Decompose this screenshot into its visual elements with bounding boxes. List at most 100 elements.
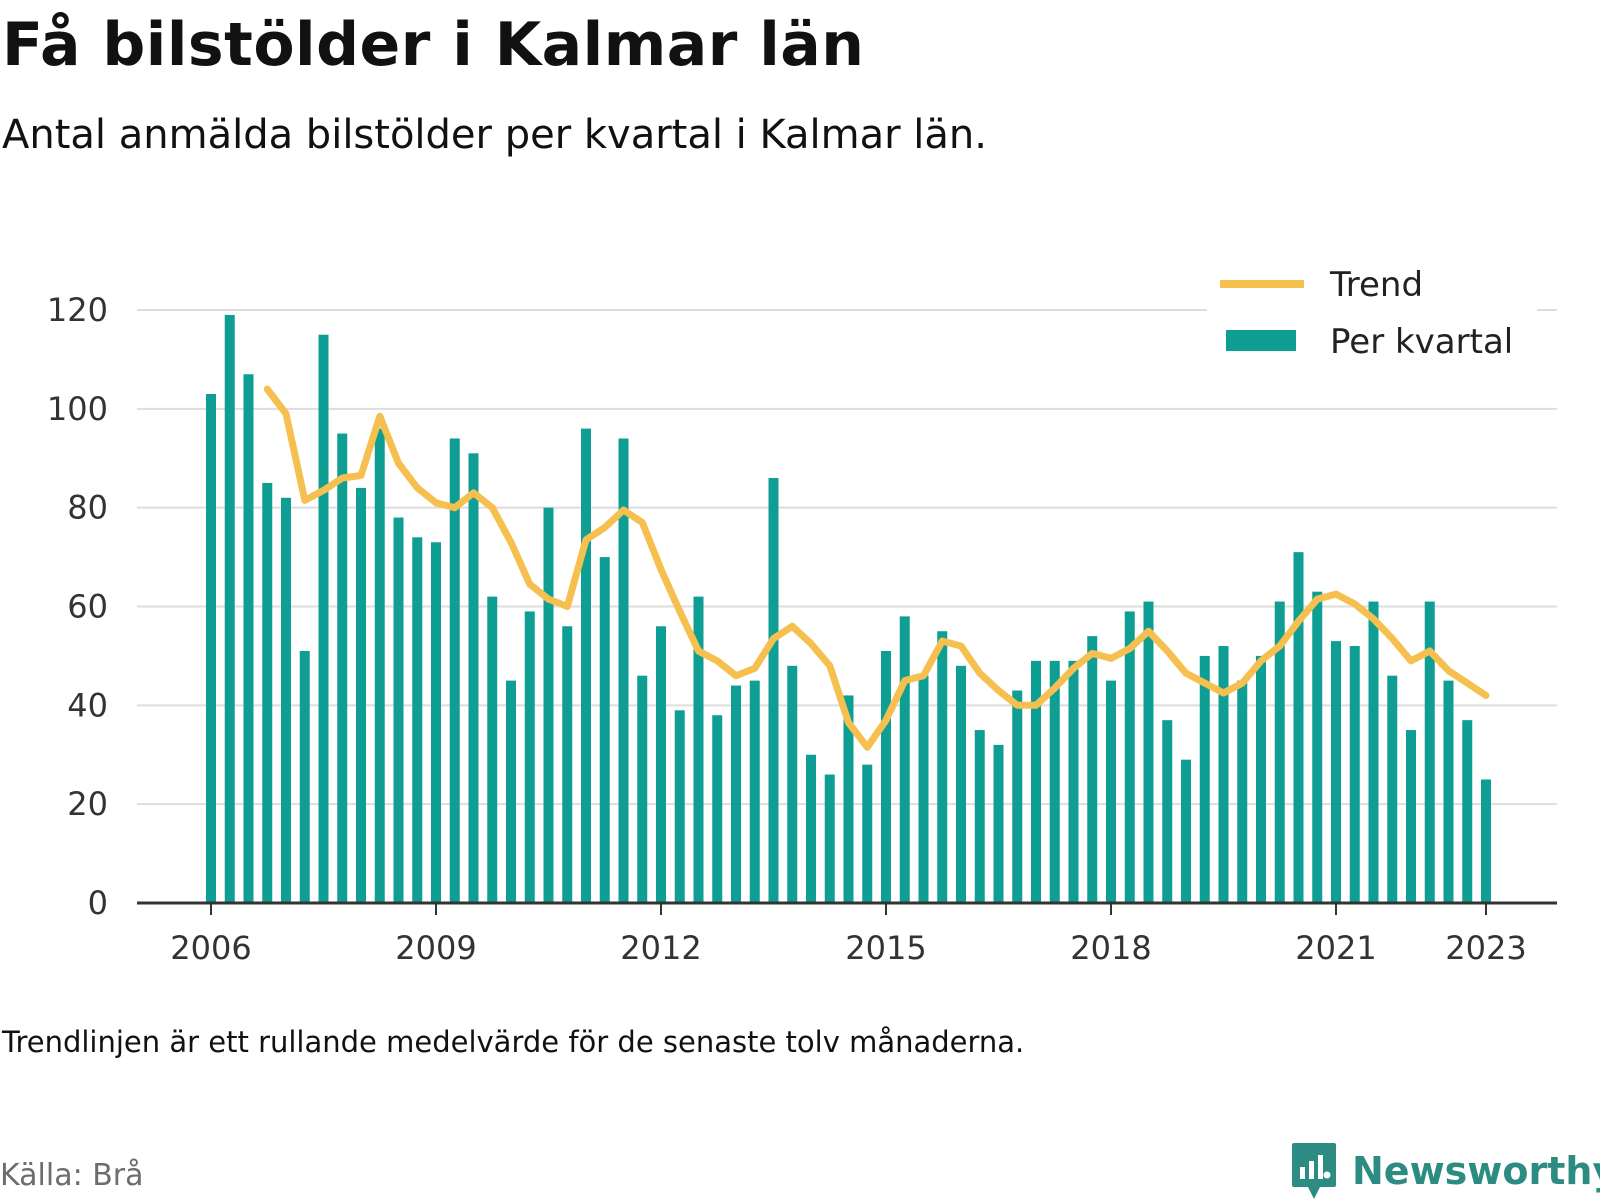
bar-2016-Q3 — [993, 744, 1004, 903]
bar-2014-Q2 — [824, 774, 835, 903]
bar-2017-Q4 — [1087, 636, 1098, 903]
bar-2011-Q3 — [618, 438, 629, 903]
bar-2021-Q4 — [1387, 675, 1398, 903]
bar-2022-Q3 — [1443, 680, 1454, 903]
bar-2016-Q2 — [974, 730, 985, 903]
bar-2018-Q1 — [1106, 680, 1116, 903]
bar-2020-Q4 — [1312, 591, 1323, 903]
trend-series — [263, 385, 1490, 751]
bar-2021-Q2 — [1349, 646, 1360, 903]
newsworthy-logo-icon — [1292, 1143, 1336, 1199]
bar-2015-Q4 — [937, 631, 948, 903]
bar-2006-Q3 — [243, 374, 254, 903]
bar-2019-Q1 — [1181, 759, 1191, 903]
bar-2020-Q1 — [1256, 655, 1266, 903]
bar-2013-Q2 — [749, 680, 760, 903]
bar-2016-Q4 — [1012, 690, 1023, 903]
bar-2006-Q2 — [224, 314, 235, 904]
bar-2012-Q4 — [712, 715, 723, 903]
y-tick-label-40: 40 — [67, 686, 108, 724]
legend-trend-label: Trend — [1329, 265, 1423, 305]
y-tick-label-80: 80 — [67, 489, 108, 527]
x-axis: 2006 2009 2012 2015 2018 2021 2023 — [137, 901, 1557, 967]
legend-bar-swatch — [1226, 330, 1296, 351]
bar-2019-Q2 — [1199, 655, 1210, 903]
trend-line — [263, 385, 1490, 751]
bar-2021-Q3 — [1368, 601, 1379, 903]
bar-2008-Q1 — [356, 487, 366, 903]
bar-2015-Q2 — [899, 616, 910, 903]
y-tick-label-20: 20 — [67, 785, 108, 823]
bar-2011-Q4 — [637, 675, 648, 903]
bar-2014-Q1 — [806, 754, 816, 903]
bar-2014-Q4 — [862, 764, 873, 903]
bar-2017-Q1 — [1031, 660, 1041, 903]
bar-2014-Q3 — [843, 695, 854, 903]
bar-2009-Q2 — [449, 438, 460, 903]
bar-2022-Q2 — [1424, 601, 1435, 903]
bar-2021-Q1 — [1331, 641, 1341, 903]
bar-2016-Q1 — [956, 665, 966, 903]
bar-2017-Q3 — [1068, 660, 1079, 903]
bar-2020-Q2 — [1274, 601, 1285, 903]
legend-bar-label: Per kvartal — [1330, 322, 1513, 362]
newsworthy-logo-text: Newsworthy — [1352, 1149, 1600, 1193]
y-tick-label-120: 120 — [47, 291, 108, 329]
bar-2022-Q1 — [1406, 730, 1416, 903]
bar-2018-Q4 — [1162, 720, 1173, 903]
chart-subtitle: Antal anmälda bilstölder per kvartal i K… — [2, 112, 987, 158]
bar-2018-Q2 — [1124, 611, 1135, 903]
x-tick-label-2021: 2021 — [1295, 929, 1376, 967]
x-tick-label-2009: 2009 — [395, 929, 476, 967]
bar-2007-Q3 — [318, 334, 329, 903]
y-tick-label-60: 60 — [67, 588, 108, 626]
x-tick-label-2023: 2023 — [1445, 929, 1526, 967]
bar-2011-Q2 — [599, 557, 610, 903]
bar-2020-Q3 — [1293, 552, 1304, 903]
bar-2015-Q1 — [881, 650, 891, 903]
bar-2015-Q3 — [918, 675, 929, 903]
bar-2013-Q1 — [731, 685, 741, 903]
bar-2012-Q2 — [674, 710, 685, 903]
legend: Trend Per kvartal — [1207, 262, 1537, 364]
bar-2012-Q1 — [656, 626, 666, 903]
bar-2007-Q2 — [299, 650, 310, 903]
chart-title: Få bilstölder i Kalmar län — [2, 10, 865, 80]
bar-2019-Q3 — [1218, 646, 1229, 903]
bar-2012-Q3 — [693, 596, 704, 903]
bar-2009-Q1 — [431, 542, 441, 903]
bar-2023-Q1 — [1481, 779, 1491, 903]
bar-2008-Q3 — [393, 517, 404, 903]
bar-2009-Q3 — [468, 453, 479, 903]
bar-2010-Q2 — [524, 611, 535, 903]
bar-2011-Q1 — [581, 428, 591, 903]
newsworthy-logo: Newsworthy — [1290, 1141, 1600, 1201]
footnote: Trendlinjen är ett rullande medelvärde f… — [2, 1025, 1025, 1059]
source-label: Källa: Brå — [0, 1158, 144, 1193]
x-tick-label-2006: 2006 — [170, 929, 251, 967]
y-tick-label-100: 100 — [47, 390, 108, 428]
bar-2006-Q4 — [262, 482, 273, 903]
bar-2006-Q1 — [206, 394, 216, 903]
bar-2010-Q4 — [562, 626, 573, 903]
bar-2010-Q3 — [543, 507, 554, 903]
bar-2018-Q3 — [1143, 601, 1154, 903]
y-tick-label-0: 0 — [88, 884, 108, 922]
bar-2007-Q1 — [281, 497, 291, 903]
bar-2010-Q1 — [506, 680, 516, 903]
bar-2007-Q4 — [337, 433, 348, 903]
bar-2019-Q4 — [1237, 680, 1248, 903]
x-tick-label-2018: 2018 — [1070, 929, 1151, 967]
bar-2009-Q4 — [487, 596, 498, 903]
bar-2008-Q4 — [412, 537, 423, 903]
bar-2013-Q4 — [787, 665, 798, 903]
x-tick-label-2012: 2012 — [620, 929, 701, 967]
bars-per-kvartal — [206, 314, 1491, 904]
bar-2022-Q4 — [1462, 720, 1473, 903]
bar-2008-Q2 — [374, 428, 385, 903]
gridlines: 0 20 40 60 80 100 120 — [47, 291, 1557, 922]
bar-2013-Q3 — [768, 478, 779, 903]
bar-2017-Q2 — [1049, 660, 1060, 903]
x-tick-label-2015: 2015 — [845, 929, 926, 967]
